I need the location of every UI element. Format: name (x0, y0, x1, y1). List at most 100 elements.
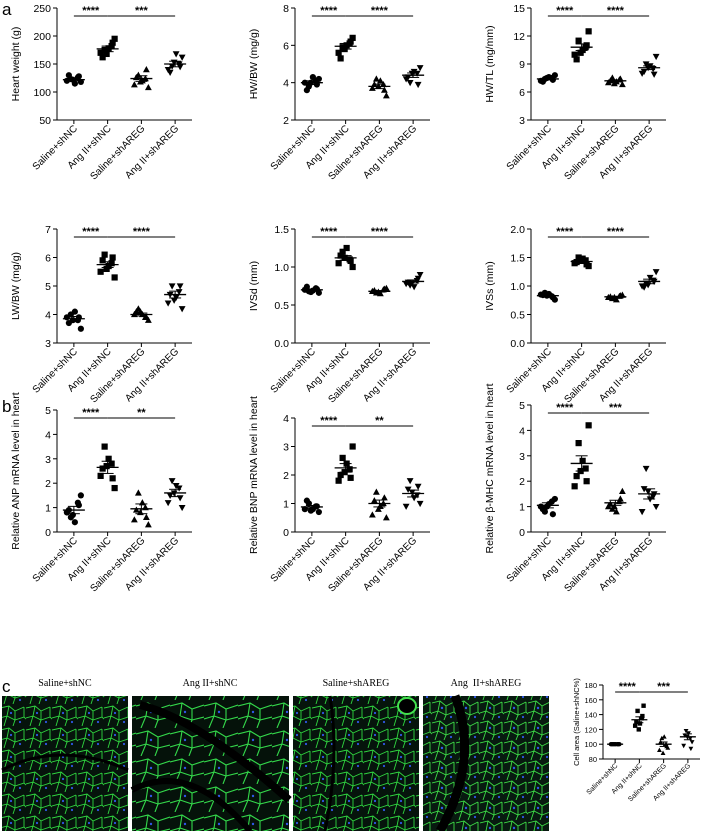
significance-label: **** (320, 5, 338, 17)
y-tick-label: 4 (283, 413, 289, 425)
data-point (618, 80, 626, 88)
data-point (652, 53, 660, 61)
y-tick-label: 3 (45, 454, 51, 466)
y-tick-label: 6 (45, 253, 51, 265)
data-point (134, 489, 142, 496)
data-point (343, 42, 350, 49)
y-tick-label: 80 (589, 755, 597, 764)
y-tick-label: 4 (283, 78, 289, 90)
data-point (687, 736, 693, 741)
micrograph-saline-shareg (293, 695, 419, 831)
data-point (142, 313, 150, 320)
significance-label: **** (320, 226, 338, 238)
data-point (144, 83, 152, 91)
data-point (380, 494, 388, 501)
data-point (178, 306, 186, 313)
data-point (111, 35, 118, 42)
data-point (103, 265, 110, 272)
panel-label-c: c (2, 677, 11, 696)
y-tick-label: 7 (45, 224, 51, 236)
data-point (634, 719, 639, 725)
data-point (109, 254, 116, 261)
significance-label: **** (371, 226, 389, 238)
data-point (301, 506, 308, 513)
data-point (142, 66, 150, 73)
y-tick-label: 0.0 (274, 338, 289, 350)
data-point (69, 511, 76, 519)
data-point (641, 703, 646, 708)
data-point (372, 488, 380, 495)
y-axis-title: LW/BW (mg/g) (10, 252, 22, 320)
data-point (309, 73, 316, 81)
data-point (170, 297, 178, 304)
data-point (71, 519, 78, 526)
data-point (372, 75, 380, 82)
data-point (632, 723, 638, 728)
significance-label: *** (609, 402, 623, 414)
significance-label: **** (82, 226, 100, 238)
data-point (166, 69, 174, 76)
data-point (380, 86, 388, 93)
y-axis-title: HW/TL (mg/mm) (484, 25, 496, 102)
significance-label: **** (607, 226, 625, 238)
data-point (551, 72, 558, 79)
y-tick-label: 0 (283, 527, 289, 539)
data-point (77, 492, 84, 499)
data-point (178, 504, 186, 512)
data-point (551, 495, 558, 503)
data-point (368, 511, 376, 518)
data-point (130, 81, 138, 88)
y-tick-label: 4 (45, 310, 51, 322)
data-point (408, 70, 416, 77)
data-point (640, 284, 648, 291)
y-tick-label: 1 (45, 503, 51, 515)
data-point (406, 478, 414, 485)
data-point (172, 51, 180, 58)
data-point (132, 506, 140, 513)
data-point (660, 750, 666, 755)
y-tick-label: 120 (584, 725, 597, 734)
data-point (416, 500, 424, 508)
data-point (579, 457, 586, 464)
data-point (374, 505, 382, 512)
panel-label-a: a (2, 0, 12, 19)
y-axis-title: HW/BW (mg/g) (248, 29, 260, 100)
data-point (142, 513, 150, 520)
data-point (661, 734, 667, 739)
data-point (349, 443, 356, 450)
significance-label: *** (657, 681, 671, 693)
data-point (178, 54, 186, 61)
significance-label: **** (556, 226, 574, 238)
data-point (376, 77, 384, 84)
y-tick-label: 160 (584, 696, 597, 705)
data-point (652, 503, 660, 511)
data-point (414, 275, 422, 282)
significance-label: **** (607, 5, 625, 17)
data-point (414, 81, 422, 89)
data-point (688, 746, 694, 752)
data-point (583, 478, 590, 485)
data-point (337, 471, 344, 479)
data-point (176, 283, 184, 290)
data-point (168, 478, 176, 485)
vessel-ring (397, 697, 417, 715)
data-point (582, 465, 589, 472)
data-point (583, 261, 590, 268)
y-axis-title: Relative β-MHC mRNA level in heart (484, 383, 496, 553)
data-point (681, 743, 687, 749)
data-point (315, 508, 322, 516)
data-point (652, 269, 660, 276)
y-tick-label: 0.0 (510, 338, 525, 350)
data-point (575, 440, 582, 447)
y-tick-label: 140 (584, 711, 597, 720)
data-point (65, 72, 72, 79)
y-tick-label: 180 (584, 681, 597, 690)
data-point (130, 516, 138, 523)
data-point (406, 80, 414, 87)
data-point (164, 500, 172, 507)
